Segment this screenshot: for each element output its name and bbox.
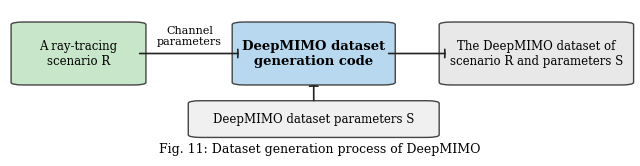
- Text: DeepMIMO dataset parameters S: DeepMIMO dataset parameters S: [213, 113, 415, 125]
- Text: Fig. 11: Dataset generation process of DeepMIMO: Fig. 11: Dataset generation process of D…: [159, 143, 481, 156]
- FancyBboxPatch shape: [439, 22, 634, 85]
- Text: The DeepMIMO dataset of
scenario R and parameters S: The DeepMIMO dataset of scenario R and p…: [450, 40, 623, 68]
- Text: A ray-tracing
scenario R: A ray-tracing scenario R: [40, 40, 118, 68]
- Text: Channel
parameters: Channel parameters: [157, 26, 222, 47]
- FancyBboxPatch shape: [232, 22, 396, 85]
- FancyBboxPatch shape: [188, 101, 439, 137]
- FancyBboxPatch shape: [11, 22, 146, 85]
- Text: DeepMIMO dataset
generation code: DeepMIMO dataset generation code: [242, 40, 385, 68]
